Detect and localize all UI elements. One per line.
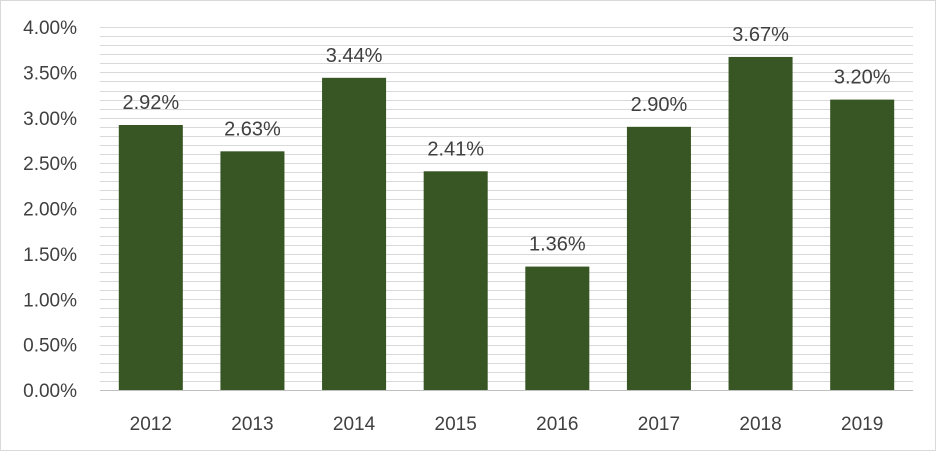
x-tick-label: 2018 xyxy=(739,414,781,435)
x-tick-label: 2019 xyxy=(841,414,883,435)
bar-2012 xyxy=(118,125,183,390)
y-tick-label: 2.00% xyxy=(23,200,77,221)
data-label-2019: 3.20% xyxy=(834,67,891,89)
bar-2015 xyxy=(423,171,488,390)
label-layer: 2.92% 2.63% 3.44% 2.41% 1.36% 2.90% 3.67% 3.20% xyxy=(122,24,890,256)
data-label-2016: 1.36% xyxy=(529,234,586,256)
bar-2014 xyxy=(322,77,387,390)
x-tick-label: 2017 xyxy=(638,414,680,435)
y-tick-label: 3.50% xyxy=(23,63,77,84)
data-label-2017: 2.90% xyxy=(631,94,688,116)
bar-layer xyxy=(118,56,895,390)
data-label-2018: 3.67% xyxy=(732,24,789,46)
x-tick-label: 2016 xyxy=(536,414,578,435)
y-tick-label: 2.50% xyxy=(23,154,77,175)
x-tick-label: 2014 xyxy=(333,414,376,435)
y-tick-label: 3.00% xyxy=(23,109,77,130)
bar-2013 xyxy=(220,151,285,390)
data-label-2013: 2.63% xyxy=(224,118,281,140)
y-axis: 0.00% 0.50% 1.00% 1.50% 2.00% 2.50% 3.00% 3.50%… xyxy=(23,18,77,402)
x-tick-label: 2012 xyxy=(130,414,172,435)
data-label-2015: 2.41% xyxy=(427,138,484,160)
y-tick-label: 0.00% xyxy=(23,381,77,402)
bar-2019 xyxy=(830,99,895,390)
y-tick-label: 4.00% xyxy=(23,18,77,39)
data-label-2012: 2.92% xyxy=(122,92,179,114)
bar-2018 xyxy=(728,56,793,390)
y-tick-label: 0.50% xyxy=(23,336,77,357)
y-tick-label: 1.50% xyxy=(23,245,77,266)
x-axis: 2012 2013 2014 2015 2016 2017 2018 2019 xyxy=(100,390,913,435)
bar-2017 xyxy=(626,126,691,390)
y-tick-label: 1.00% xyxy=(23,290,77,311)
x-tick-label: 2015 xyxy=(435,414,477,435)
bar-2016 xyxy=(525,266,590,390)
data-label-2014: 3.44% xyxy=(326,45,383,67)
x-tick-label: 2013 xyxy=(231,414,273,435)
